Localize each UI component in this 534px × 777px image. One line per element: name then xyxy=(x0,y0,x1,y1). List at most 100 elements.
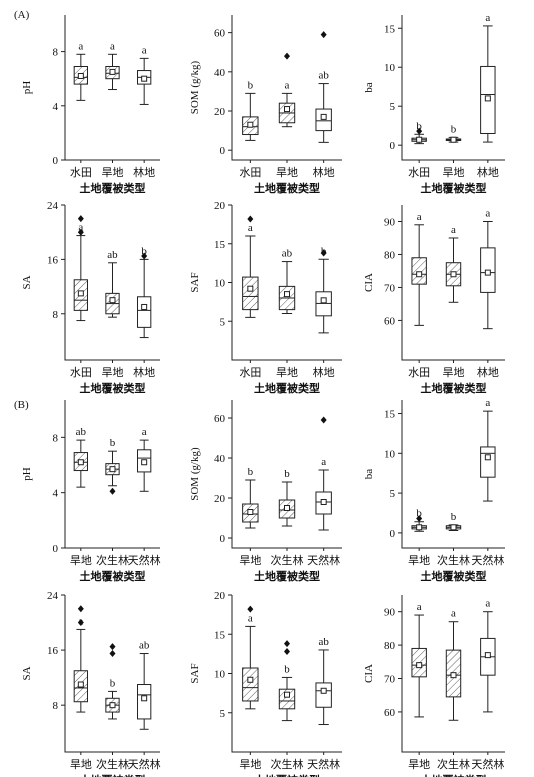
significance-label: a xyxy=(417,601,422,613)
mean-marker xyxy=(141,695,148,702)
x-tick-label: 水田 xyxy=(408,166,430,179)
significance-label: b xyxy=(451,123,457,135)
y-axis-label: SOM (g/kg) xyxy=(189,447,201,501)
x-tick-label: 水田 xyxy=(70,166,92,179)
significance-label: b xyxy=(284,468,290,480)
y-tick-label: 10 xyxy=(384,448,396,460)
x-axis-label: 土地覆被类型 xyxy=(254,381,320,395)
significance-label: a xyxy=(78,40,83,52)
y-tick-label: 0 xyxy=(390,528,396,540)
y-tick-label: 40 xyxy=(214,67,226,79)
x-axis-label: 土地覆被类型 xyxy=(80,773,146,777)
x-tick-label: 天然林 xyxy=(128,757,161,771)
mean-marker xyxy=(416,662,423,669)
mean-marker xyxy=(141,459,148,466)
y-axis-label: SOM (g/kg) xyxy=(189,60,201,114)
axis-line xyxy=(231,15,342,161)
box xyxy=(137,296,152,328)
significance-label: a xyxy=(321,456,326,468)
y-tick-label: 20 xyxy=(214,493,226,505)
y-tick-label: 5 xyxy=(390,101,396,113)
axis-line xyxy=(231,205,342,361)
outlier xyxy=(77,228,84,236)
x-axis-label: 土地覆被类型 xyxy=(80,181,146,195)
x-tick-label: 旱地 xyxy=(102,166,124,179)
significance-label: b xyxy=(284,663,290,675)
significance-label: a xyxy=(485,397,490,409)
x-tick-label: 次生林 xyxy=(96,757,129,771)
mean-marker xyxy=(416,271,423,278)
significance-label: b xyxy=(110,677,116,689)
mean-marker xyxy=(109,297,116,304)
significance-label: b xyxy=(141,245,147,257)
mean-marker xyxy=(247,121,254,128)
significance-label: a xyxy=(78,615,83,627)
y-tick-label: 5 xyxy=(220,316,226,328)
outlier xyxy=(77,605,84,613)
x-tick-label: 天然林 xyxy=(128,553,161,567)
y-tick-label: 8 xyxy=(53,700,59,712)
y-tick-label: 15 xyxy=(214,239,226,251)
y-tick-label: 60 xyxy=(214,28,226,40)
outlier xyxy=(284,52,290,60)
mean-marker xyxy=(320,687,327,694)
axis-line xyxy=(64,205,160,361)
x-tick-label: 旱地 xyxy=(276,166,298,179)
significance-label: a xyxy=(248,612,253,624)
significance-label: b xyxy=(416,508,422,520)
significance-label: a xyxy=(485,12,490,24)
significance-label: a xyxy=(110,40,115,52)
y-tick-label: 80 xyxy=(384,640,396,652)
significance-label: ab xyxy=(76,426,87,438)
x-tick-label: 旱地 xyxy=(408,554,430,567)
x-axis-label: 土地覆被类型 xyxy=(254,773,320,777)
outlier xyxy=(109,487,116,495)
outlier xyxy=(320,31,327,39)
y-tick-label: 20 xyxy=(214,200,226,212)
box xyxy=(242,667,259,702)
x-tick-label: 林地 xyxy=(133,365,155,379)
mean-marker xyxy=(77,290,84,297)
y-tick-label: 60 xyxy=(384,707,396,719)
x-tick-label: 旱地 xyxy=(102,366,124,379)
y-tick-label: 70 xyxy=(384,282,396,294)
outlier xyxy=(77,215,84,223)
mean-marker xyxy=(484,269,491,276)
significance-label: a xyxy=(485,598,490,610)
x-tick-label: 次生林 xyxy=(271,553,304,567)
y-tick-label: 90 xyxy=(384,216,396,228)
y-tick-label: 10 xyxy=(214,669,226,681)
mean-marker xyxy=(450,136,457,143)
mean-marker xyxy=(320,297,327,304)
box xyxy=(137,684,152,720)
x-tick-label: 水田 xyxy=(70,366,92,379)
outlier xyxy=(247,215,254,223)
y-tick-label: 16 xyxy=(47,645,59,657)
mean-marker xyxy=(109,702,116,709)
outlier xyxy=(416,127,423,135)
box xyxy=(278,688,296,710)
y-axis-label: SAF xyxy=(189,663,201,683)
x-tick-label: 天然林 xyxy=(307,553,340,567)
mean-marker xyxy=(484,454,491,461)
significance-label: a xyxy=(451,224,456,236)
y-tick-label: 60 xyxy=(384,315,396,327)
mean-marker xyxy=(284,106,290,113)
outlier xyxy=(77,619,84,627)
y-tick-label: 16 xyxy=(47,254,59,266)
y-tick-label: 20 xyxy=(214,106,226,118)
mean-marker xyxy=(141,303,148,310)
axis-line xyxy=(401,15,505,161)
x-tick-label: 水田 xyxy=(239,166,261,179)
mean-marker xyxy=(77,681,84,688)
y-tick-label: 8 xyxy=(53,309,59,321)
y-tick-label: 8 xyxy=(53,47,59,59)
mean-marker xyxy=(484,652,491,659)
x-tick-label: 旱地 xyxy=(408,758,430,771)
mean-marker xyxy=(247,285,254,292)
box xyxy=(411,257,427,285)
x-tick-label: 旱地 xyxy=(239,554,261,567)
significance-label: b xyxy=(110,437,116,449)
box xyxy=(315,682,332,708)
